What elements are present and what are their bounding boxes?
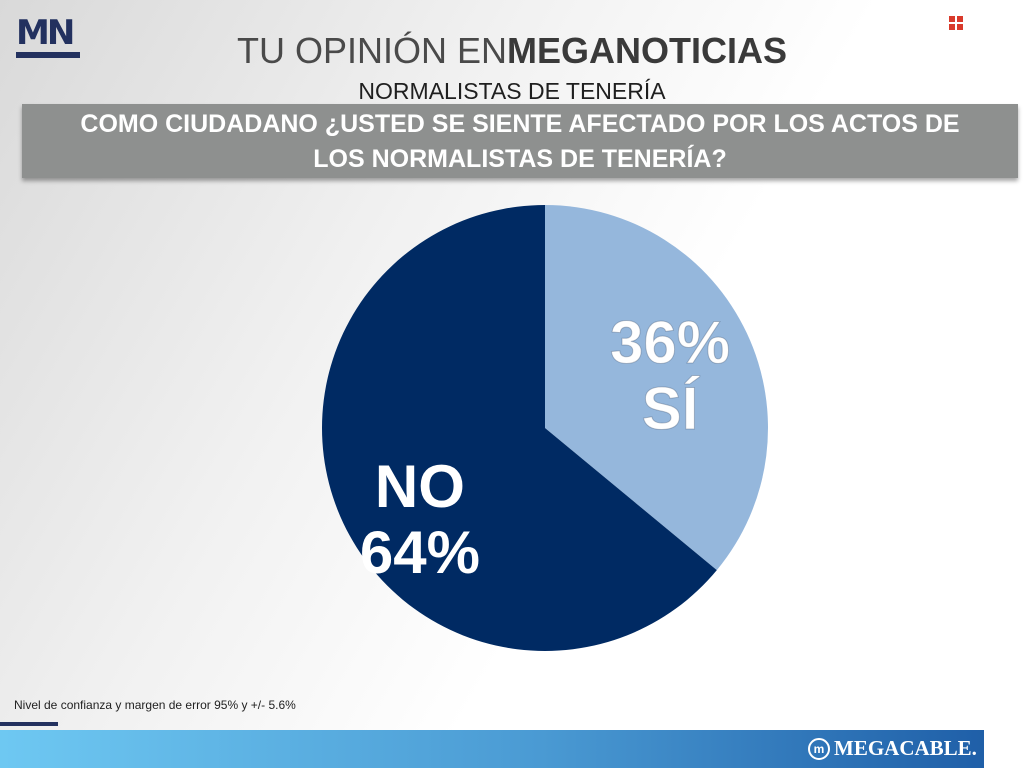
pie-value-label-no: 64%: [360, 519, 480, 586]
question-line-1: COMO CIUDADANO ¿USTED SE SIENTE AFECTADO…: [80, 110, 960, 138]
logo-underline: [16, 52, 80, 58]
pie-category-label-si: SÍ: [642, 375, 700, 442]
confidence-footnote: Nivel de confianza y margen de error 95%…: [14, 698, 296, 712]
footer-brand: m MEGACABLE.: [808, 736, 977, 761]
logo-text: MN: [16, 13, 75, 53]
page-subtitle: NORMALISTAS DE TENERÍA: [358, 78, 666, 104]
title-light: TU OPINIÓN EN: [236, 30, 507, 71]
title-bold: MEGANOTICIAS: [507, 30, 788, 71]
page-title: TU OPINIÓN ENMEGANOTICIAS: [0, 30, 1024, 72]
pie-value-label-si: 36%: [610, 309, 730, 376]
megacable-logo-icon: m: [808, 737, 830, 760]
footnote-divider: [0, 722, 58, 726]
question-banner: COMO CIUDADANO ¿USTED SE SIENTE AFECTADO…: [22, 104, 1018, 178]
pie-slice-no: [322, 205, 717, 651]
pie-slice-si: [545, 205, 769, 571]
meganoticias-logo: MN: [16, 16, 82, 62]
grid-icon[interactable]: [949, 16, 963, 30]
question-line-2: LOS NORMALISTAS DE TENERÍA?: [313, 145, 727, 173]
footer-brand-text: MEGACABLE.: [834, 736, 977, 760]
pie-category-label-no: NO: [375, 453, 465, 520]
